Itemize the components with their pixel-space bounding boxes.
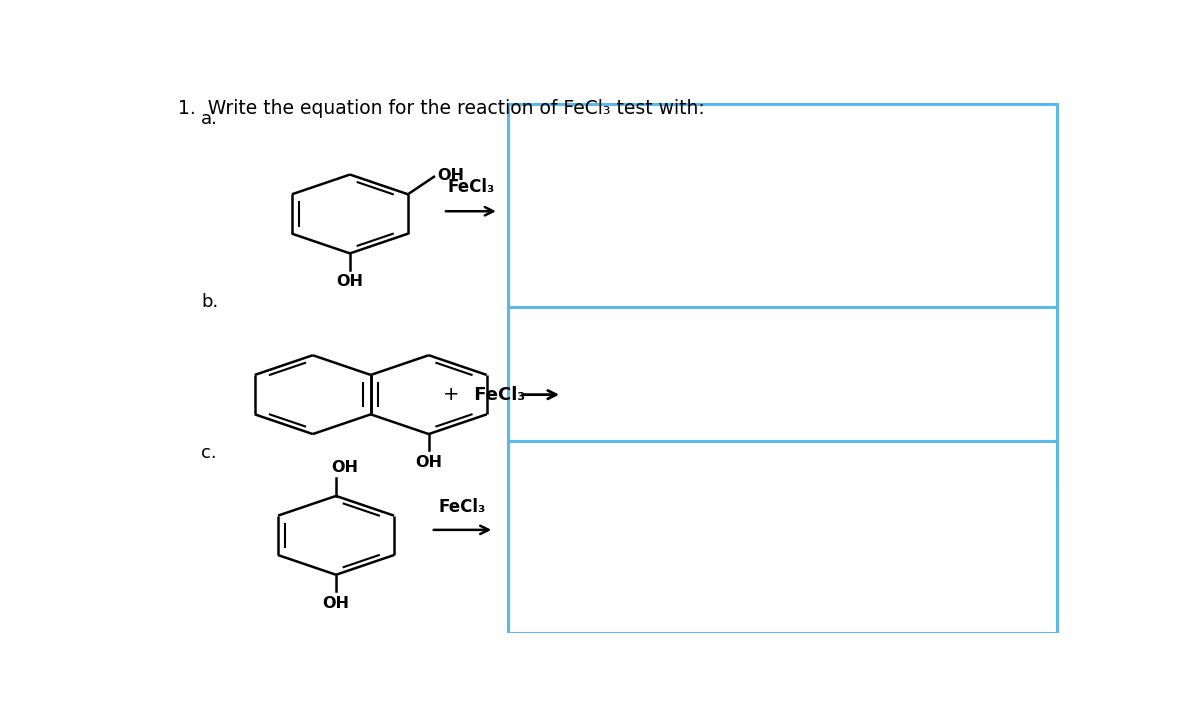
Text: +: +: [443, 385, 460, 404]
Text: OH: OH: [438, 169, 464, 183]
Text: OH: OH: [323, 596, 349, 611]
Text: OH: OH: [336, 274, 364, 289]
Bar: [508, 307, 1057, 485]
Text: FeCl₃: FeCl₃: [448, 178, 494, 196]
Text: FeCl₃: FeCl₃: [439, 498, 486, 515]
Text: OH: OH: [415, 455, 443, 470]
Text: FeCl₃: FeCl₃: [468, 385, 526, 404]
Bar: [508, 441, 1057, 633]
Bar: [508, 105, 1057, 307]
Text: a.: a.: [202, 110, 218, 128]
Text: OH: OH: [331, 460, 359, 475]
Text: b.: b.: [202, 294, 218, 311]
Text: c.: c.: [202, 444, 217, 462]
Text: 1.  Write the equation for the reaction of FeCl₃ test with:: 1. Write the equation for the reaction o…: [178, 99, 704, 118]
